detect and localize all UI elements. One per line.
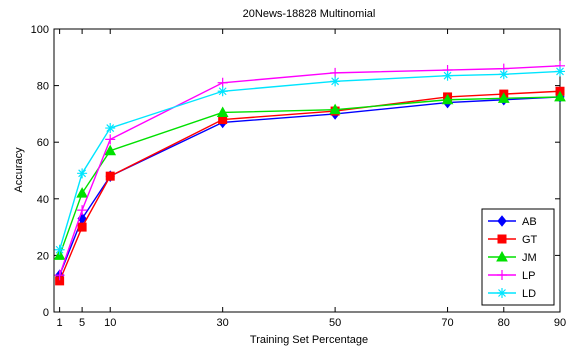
data-point-ld [330,76,341,87]
data-point-lp [217,77,228,88]
data-point-jm [554,90,566,102]
data-point-ld [77,168,88,179]
series-ld [54,66,565,255]
y-axis: 0 20 40 60 80 100 [31,24,560,319]
series-lp [54,60,565,281]
legend-label: LP [522,270,535,282]
data-point-jm [329,103,341,115]
data-point-lp [54,270,65,281]
data-point-gt [105,171,115,181]
data-point-jm [497,92,510,103]
data-point-gt [77,222,87,232]
legend-marker [497,234,507,244]
data-point-ld [555,66,565,77]
x-tick-label: 10 [104,317,116,329]
y-tick-label: 100 [31,24,49,36]
data-point-ld [217,86,228,97]
y-tick-label: 60 [37,137,49,149]
series-line-lp [58,65,561,276]
x-tick-label: 1 [57,317,63,329]
legend-item-lp: LP [488,270,535,282]
y-tick-label: 40 [37,194,49,206]
y-tick-label: 20 [37,250,49,262]
data-point-ld [498,69,509,80]
legend-item-gt: GT [488,234,538,246]
x-tick-label: 30 [217,317,229,329]
x-tick-label: 50 [329,317,341,329]
data-point-jm [76,187,88,198]
x-axis: 1 5 10 30 50 70 80 90 [57,29,566,329]
chart-title: 20News-18828 Multinomial [243,8,376,20]
data-point-lp [330,67,341,78]
data-point-lp [105,134,116,145]
series-jm [53,90,566,260]
legend-item-ld: LD [488,288,536,300]
legend-marker [497,215,507,227]
y-axis-label: Accuracy [13,147,25,193]
series-line-gt [58,90,561,282]
legend-item-jm: JM [488,250,537,264]
data-point-ld [54,244,65,255]
series-line-jm [58,96,561,256]
legend-label: JM [522,252,537,264]
legend-label: GT [522,234,538,246]
data-point-lp [77,205,88,216]
legend-label: AB [522,216,537,228]
series-line-ab [58,96,561,276]
data-point-jm [441,93,454,105]
legend-marker [496,250,508,262]
legend-label: LD [522,288,536,300]
x-tick-label: 90 [554,317,566,329]
legend: AB GT JM LP LD [481,208,555,306]
data-point-ld [442,70,453,81]
x-tick-label: 80 [498,317,510,329]
x-axis-label: Training Set Percentage [250,334,368,346]
data-point-jm [53,249,66,260]
data-point-jm [216,106,229,117]
plot-area [53,28,561,313]
x-tick-label: 5 [79,317,85,329]
y-tick-label: 80 [37,81,49,93]
legend-item-ab: AB [488,215,537,228]
x-tick-label: 70 [441,317,453,329]
data-point-ld [105,123,116,134]
legend-marker [497,288,507,298]
y-tick-label: 0 [43,307,49,319]
legend-marker [497,270,507,280]
series-layer [53,60,566,286]
data-point-jm [104,144,117,156]
series-line-ld [58,70,561,250]
